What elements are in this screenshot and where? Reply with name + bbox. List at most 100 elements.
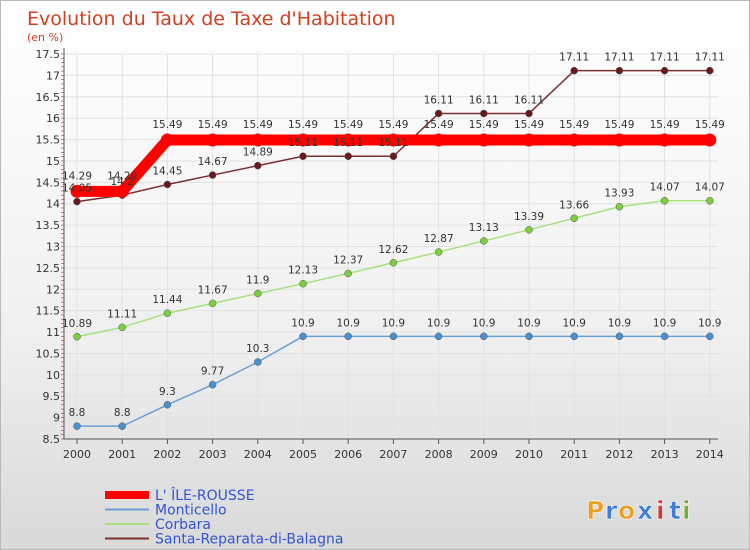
data-label: 8.8 bbox=[69, 407, 86, 419]
data-label: 10.9 bbox=[382, 317, 405, 329]
data-point bbox=[706, 66, 714, 75]
data-point bbox=[73, 197, 81, 206]
data-label: 15.49 bbox=[514, 119, 544, 131]
data-label: 10.3 bbox=[246, 343, 269, 355]
data-label: 13.66 bbox=[559, 199, 589, 211]
x-tick-label: 2004 bbox=[244, 448, 272, 461]
data-point bbox=[206, 133, 220, 147]
data-label: 17.11 bbox=[604, 52, 634, 64]
data-point bbox=[706, 332, 714, 341]
data-point bbox=[118, 323, 126, 332]
data-point bbox=[344, 152, 352, 160]
data-labels: 8.8 8.8 9.3 9.77 10.3 10.9 10.9 10.9 10.9 10.9 10.… bbox=[62, 52, 725, 419]
grid bbox=[64, 53, 718, 440]
x-tick-label: 2000 bbox=[63, 448, 91, 461]
data-label: 16.11 bbox=[514, 94, 544, 106]
data-point bbox=[567, 133, 581, 147]
data-label: 11.11 bbox=[107, 308, 137, 320]
y-tick-label: 13 bbox=[46, 241, 60, 254]
data-point bbox=[615, 202, 624, 211]
data-label: 15.49 bbox=[152, 119, 182, 131]
x-tick-label: 2009 bbox=[470, 448, 498, 461]
chart-title: Evolution du Taux de Taxe d'Habitation bbox=[27, 8, 396, 30]
data-label: 11.9 bbox=[246, 275, 269, 287]
data-label: 15.49 bbox=[559, 119, 589, 131]
data-label: 14.05 bbox=[62, 183, 92, 195]
data-point bbox=[208, 380, 217, 389]
y-tick-label: 17.5 bbox=[36, 48, 61, 61]
logo-letter: P bbox=[586, 496, 604, 525]
legend-label: Corbara bbox=[155, 517, 211, 533]
legend-label: Monticello bbox=[155, 503, 227, 519]
data-label: 15.49 bbox=[695, 119, 725, 131]
y-tick-label: 10.5 bbox=[36, 347, 61, 360]
data-label: 15.49 bbox=[333, 119, 363, 131]
data-point bbox=[480, 109, 488, 118]
data-point bbox=[389, 152, 398, 160]
data-label: 14.45 bbox=[152, 165, 182, 177]
y-tick-label: 17 bbox=[46, 69, 60, 82]
data-label: 8.8 bbox=[114, 407, 131, 419]
data-label: 10.9 bbox=[698, 317, 721, 329]
data-label: 16.11 bbox=[424, 94, 454, 106]
x-tick-label: 2014 bbox=[696, 448, 724, 461]
data-point bbox=[615, 66, 624, 75]
data-point bbox=[344, 332, 352, 341]
data-point bbox=[480, 237, 488, 245]
data-point bbox=[73, 422, 81, 430]
data-point bbox=[660, 332, 669, 341]
data-label: 14.29 bbox=[107, 170, 137, 182]
y-tick-label: 12 bbox=[46, 283, 60, 296]
data-point bbox=[254, 289, 262, 298]
y-tick-label: 8.5 bbox=[43, 433, 61, 446]
logo-letter: i bbox=[656, 496, 665, 525]
data-point bbox=[163, 309, 172, 317]
x-tick-label: 2006 bbox=[334, 448, 362, 461]
data-label: 11.44 bbox=[152, 294, 182, 306]
y-tick-label: 9 bbox=[53, 412, 60, 425]
data-point bbox=[163, 401, 172, 409]
x-tick-label: 2013 bbox=[651, 448, 679, 461]
data-label: 15.49 bbox=[198, 119, 228, 131]
data-point bbox=[344, 269, 352, 278]
data-label: 12.13 bbox=[288, 265, 318, 277]
data-label: 15.49 bbox=[288, 119, 318, 131]
data-point bbox=[434, 109, 443, 118]
data-point bbox=[254, 161, 262, 170]
data-point bbox=[660, 66, 669, 75]
data-point bbox=[480, 332, 488, 341]
x-tick-label: 2010 bbox=[515, 448, 543, 461]
data-label: 9.77 bbox=[201, 366, 224, 378]
data-label: 14.07 bbox=[650, 182, 680, 194]
x-tick-label: 2011 bbox=[560, 448, 588, 461]
data-label: 15.49 bbox=[469, 119, 499, 131]
data-label: 16.11 bbox=[469, 94, 499, 106]
logo-letter: t bbox=[669, 496, 681, 525]
x-tick-label: 2008 bbox=[425, 448, 453, 461]
data-label: 15.49 bbox=[604, 119, 634, 131]
data-label: 10.9 bbox=[563, 317, 586, 329]
y-tick-label: 13.5 bbox=[36, 219, 61, 232]
data-label: 15.49 bbox=[424, 119, 454, 131]
data-label: 10.9 bbox=[472, 317, 495, 329]
data-point bbox=[525, 332, 533, 341]
logo-letter: i bbox=[682, 496, 691, 525]
data-point bbox=[570, 66, 578, 75]
y-tick-label: 12.5 bbox=[36, 262, 61, 275]
data-label: 15.49 bbox=[378, 119, 408, 131]
data-point bbox=[525, 226, 533, 234]
data-label: 10.9 bbox=[291, 317, 314, 329]
y-tick-label: 10 bbox=[46, 369, 60, 382]
data-label: 15.49 bbox=[650, 119, 680, 131]
y-tick-label: 15.5 bbox=[36, 134, 61, 147]
data-point bbox=[254, 358, 262, 366]
data-point bbox=[615, 332, 624, 341]
data-label: 13.39 bbox=[514, 211, 544, 223]
data-point bbox=[525, 109, 533, 118]
data-label: 12.87 bbox=[424, 233, 454, 245]
y-tick-label: 14 bbox=[46, 198, 60, 211]
x-tick-label: 2005 bbox=[289, 448, 317, 461]
x-tick-label: 2001 bbox=[108, 448, 136, 461]
data-label: 12.62 bbox=[378, 244, 408, 256]
